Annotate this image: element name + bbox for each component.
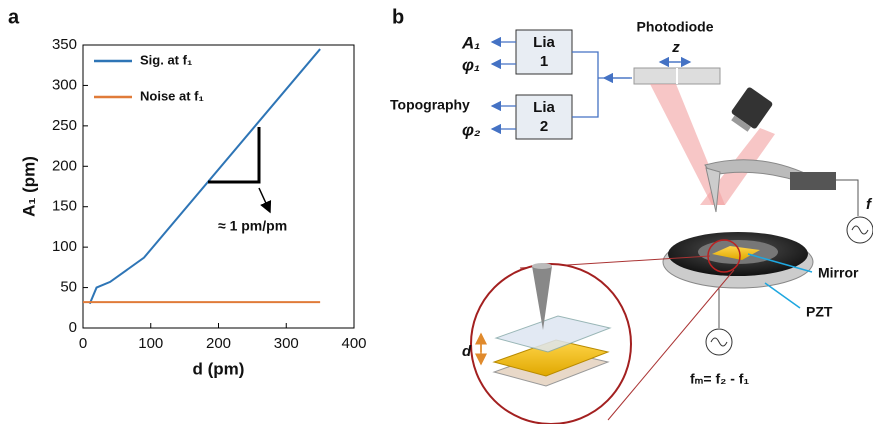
x-tick-label: 100 [138, 335, 163, 352]
y-tick-label: 200 [52, 157, 77, 174]
d-label: d [462, 343, 472, 360]
y-tick-label: 300 [52, 76, 77, 93]
y-tick-label: 50 [60, 279, 77, 296]
y-tick-label: 0 [69, 319, 77, 336]
annotation-arrow [259, 188, 270, 212]
legend-label: Noise at f₁ [140, 88, 204, 103]
y-tick-label: 250 [52, 117, 77, 134]
box-label: 2 [540, 118, 548, 135]
x-tick-label: 0 [79, 335, 87, 352]
f2-label: f [866, 196, 873, 213]
box-label: Lia [533, 99, 555, 116]
figure: a b 0 50 100 150 200 250 300 350 0 100 200 300 400 d … [0, 0, 873, 424]
y-axis-label: A₁ (pm) [19, 156, 38, 217]
panel-label: a [8, 6, 20, 28]
box-label: 1 [540, 53, 548, 70]
y-tick-label: 350 [52, 36, 77, 53]
output-label: A₁ [461, 33, 480, 52]
output-label: φ₁ [462, 55, 480, 74]
chip [790, 172, 836, 190]
fm-label: fₘ= f₂ - f₁ [690, 371, 749, 387]
x-tick-label: 300 [274, 335, 299, 352]
z-label: z [671, 39, 680, 56]
output-label: φ₂ [462, 120, 481, 139]
plot-frame [83, 45, 354, 328]
series-line [90, 49, 320, 304]
legend-label: Sig. at f₁ [140, 52, 192, 67]
chart: 0 50 100 150 200 250 300 350 0 100 200 300 400 d (pm)… [19, 36, 366, 379]
panel-label: b [392, 6, 404, 28]
x-axis-label: d (pm) [193, 359, 245, 378]
x-tick-label: 200 [206, 335, 231, 352]
laser [727, 86, 773, 134]
diagram: Lia 1 Lia 2 A₁ φ₁ Topography φ₂ Photodio… [390, 19, 873, 424]
x-tick-label: 400 [341, 335, 366, 352]
annotation: ≈ 1 pm/pm [218, 218, 287, 234]
pzt-label: PZT [806, 304, 833, 320]
mirror-label: Mirror [818, 265, 859, 281]
y-tick-label: 100 [52, 238, 77, 255]
box-label: Lia [533, 34, 555, 51]
photodiode-label: Photodiode [637, 19, 714, 35]
y-tick-label: 150 [52, 198, 77, 215]
output-label: Topography [390, 97, 470, 113]
